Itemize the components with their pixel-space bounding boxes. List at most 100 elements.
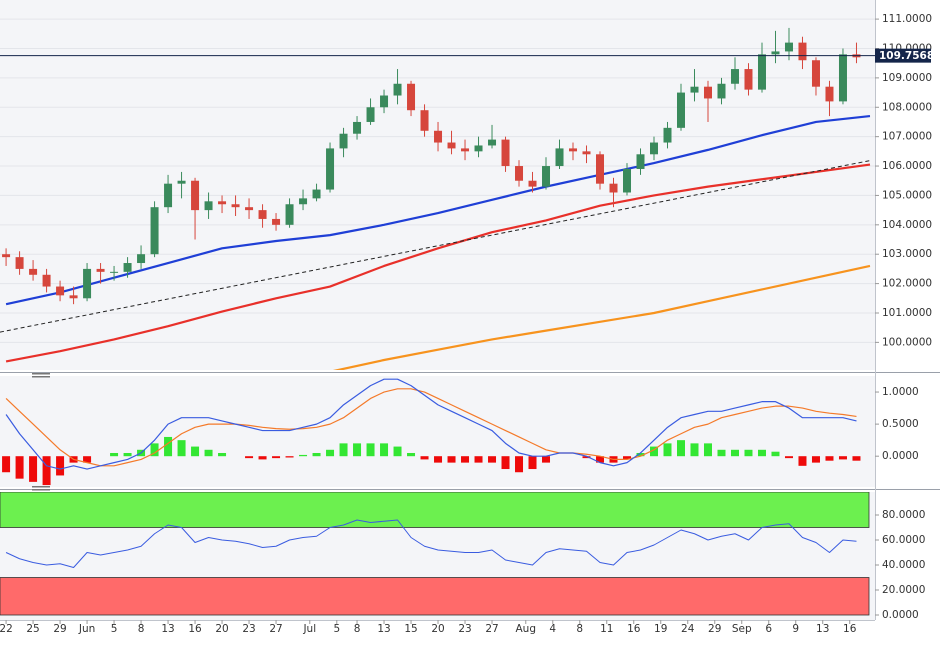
candle-body: [123, 263, 132, 272]
candle-body: [811, 60, 820, 87]
y-tick-label: 0.5000: [882, 418, 919, 430]
candle-body: [2, 254, 11, 258]
histogram-bar: [501, 456, 510, 470]
candle-body: [596, 154, 605, 184]
candle-body: [164, 183, 173, 208]
x-tick-label: 4: [549, 623, 556, 635]
histogram-bar: [744, 449, 753, 457]
histogram-bar: [690, 443, 699, 457]
histogram-bar: [326, 449, 335, 457]
histogram-bar: [528, 456, 537, 470]
candle-body: [96, 268, 105, 272]
candle-body: [838, 54, 847, 102]
y-tick-label: 0.0000: [882, 609, 919, 621]
candle-body: [447, 142, 456, 149]
histogram-bar: [285, 456, 294, 458]
histogram-bar: [272, 456, 281, 459]
candle-body: [29, 268, 38, 275]
histogram-bar: [663, 443, 672, 457]
x-tick-label: 8: [354, 623, 361, 635]
resize-handle[interactable]: [32, 373, 50, 378]
candle-body: [663, 127, 672, 143]
x-tick-label: 8: [138, 623, 145, 635]
histogram-bar: [110, 452, 119, 457]
candle-body: [744, 69, 753, 90]
candle-body: [650, 142, 658, 155]
candle-body: [784, 42, 793, 52]
histogram-bar: [811, 456, 820, 463]
y-tick-label: 1.0000: [882, 386, 919, 398]
x-tick-label: 20: [215, 623, 228, 635]
histogram-bar: [784, 456, 793, 459]
histogram-bar: [204, 449, 213, 457]
x-tick-label: Jun: [78, 623, 95, 635]
line: [5, 114, 871, 306]
candle-body: [488, 139, 497, 146]
histogram-bar: [474, 456, 483, 463]
overbought-band: [0, 492, 870, 528]
histogram-bar: [353, 443, 362, 457]
candle-body: [582, 151, 591, 155]
candle-body: [137, 254, 146, 264]
resize-handle[interactable]: [32, 486, 50, 491]
x-tick-label: 16: [843, 623, 857, 635]
candle-body: [730, 69, 739, 84]
candle-body: [703, 86, 712, 99]
last-price-label: 109.7568: [879, 50, 934, 62]
line: [0, 159, 873, 333]
histogram-bar: [488, 456, 497, 463]
x-tick-label: 19: [654, 623, 667, 635]
histogram-bar: [15, 456, 24, 479]
x-tick-label: 13: [377, 623, 390, 635]
histogram-bar: [150, 443, 159, 457]
histogram-bar: [434, 456, 443, 463]
x-tick-label: 9: [792, 623, 799, 635]
x-tick-label: 6: [765, 623, 772, 635]
candle-body: [56, 286, 65, 296]
y-tick-label: 106.0000: [882, 160, 932, 172]
candle-body: [353, 121, 362, 134]
line: [5, 388, 857, 467]
histogram-bar: [366, 443, 375, 457]
candle-body: [312, 189, 321, 199]
candle-body: [258, 210, 267, 219]
y-tick-label: 107.0000: [882, 131, 932, 143]
histogram-bar: [515, 456, 524, 473]
histogram-bar: [636, 452, 645, 457]
histogram-bar: [29, 456, 38, 482]
y-tick-label: 0.0000: [882, 450, 919, 462]
histogram-bar: [258, 456, 267, 460]
histogram-bar: [676, 440, 685, 457]
line: [5, 378, 857, 470]
candle-body: [150, 207, 159, 255]
candle-body: [461, 148, 470, 152]
x-tick-label: 22: [0, 623, 13, 635]
y-tick-label: 111.0000: [882, 13, 932, 25]
histogram-bar: [407, 452, 416, 457]
candle-body: [542, 166, 551, 187]
candle-body: [569, 148, 578, 152]
histogram-bar: [164, 436, 173, 457]
plot-area: [0, 492, 870, 616]
histogram-bar: [339, 443, 348, 457]
price-panel: [0, 0, 875, 370]
x-tick-label: 27: [485, 623, 498, 635]
x-tick-label: 24: [681, 623, 695, 635]
histogram-bar: [447, 456, 456, 463]
histogram-bar: [123, 452, 132, 457]
y-tick-label: 40.0000: [882, 559, 925, 571]
y-tick-label: 104.0000: [882, 219, 932, 231]
candle-body: [110, 271, 119, 273]
histogram-bar: [703, 443, 712, 457]
x-tick-label: 11: [600, 623, 613, 635]
candle-body: [717, 83, 726, 99]
y-tick-label: 20.0000: [882, 584, 925, 596]
histogram-bar: [420, 456, 429, 460]
plot-area: [2, 378, 861, 486]
candle-body: [366, 107, 375, 122]
histogram-bar: [393, 446, 402, 457]
x-tick-label: 16: [627, 623, 641, 635]
y-tick-label: 103.0000: [882, 248, 932, 260]
histogram-bar: [852, 456, 861, 461]
